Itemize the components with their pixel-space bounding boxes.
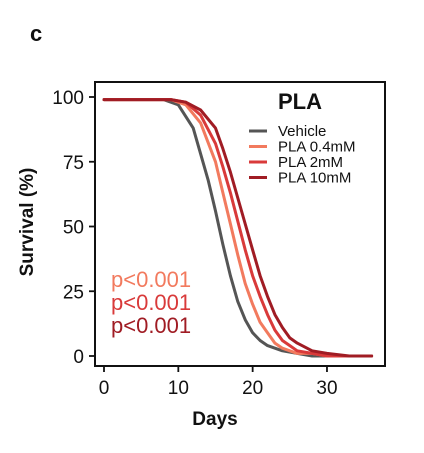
plot-area: 0 25 50 75 100 0 10 20 30 [52,81,386,399]
legend-entry: PLA 10mM [278,170,351,187]
x-tick-label: 20 [242,378,263,399]
p-value-label: p<0.001 [111,267,191,292]
y-tick-label: 100 [52,88,84,109]
p-value-label: p<0.001 [111,290,191,315]
y-tick-label: 0 [73,347,84,368]
legend-entry: PLA 2mM [278,154,343,171]
series-line [102,98,374,358]
y-tick-label: 75 [63,153,84,174]
legend-entry: Vehicle [278,123,326,140]
legend-entry: PLA 0.4mM [278,139,356,156]
chart-title: PLA [278,89,322,114]
y-tick-label: 25 [63,282,84,303]
panel-label: c [30,21,42,46]
y-tick-label: 50 [63,218,84,239]
x-tick-label: 30 [316,378,337,399]
x-tick-label: 10 [168,378,189,399]
y-axis-label: Survival (%) [17,168,38,277]
x-tick-label: 0 [99,378,110,399]
plot-frame [94,81,386,367]
x-axis-label: Days [192,409,237,430]
series-line [102,98,374,358]
p-value-label: p<0.001 [111,313,191,338]
series-line [102,98,374,358]
